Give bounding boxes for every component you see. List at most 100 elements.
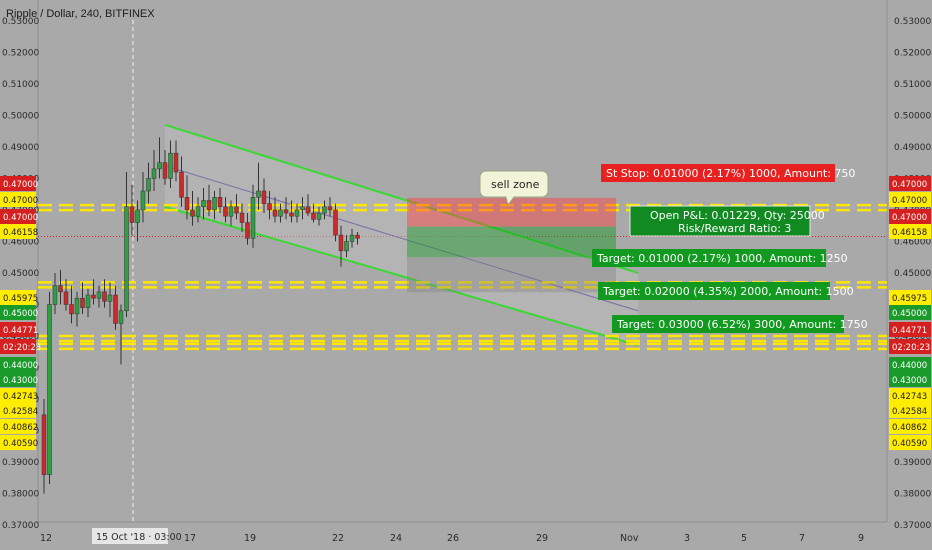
candle-body	[157, 162, 162, 170]
candle-body	[85, 294, 91, 308]
price-tick-right: 0.43000	[894, 332, 931, 342]
price-tick-left: 0.46000	[2, 237, 39, 247]
price-badge-label: 0.45000	[892, 309, 927, 319]
price-badge-label: 0.42584	[3, 407, 38, 417]
price-badge-box	[889, 305, 931, 320]
candle-body	[113, 294, 118, 324]
price-badge-box	[0, 305, 36, 320]
target-order-box	[592, 249, 826, 267]
candle-body	[250, 197, 256, 239]
time-tick: 12	[40, 533, 52, 544]
candle-body	[190, 209, 195, 217]
price-badge-box	[889, 357, 931, 372]
price-badge-label: 0.47000	[892, 213, 927, 223]
candle-body	[124, 206, 129, 312]
price-badge-label: 02:20:23	[892, 343, 930, 353]
candle-body	[327, 206, 333, 211]
price-badge-box	[0, 290, 36, 305]
candle-body	[107, 294, 113, 302]
price-badge-label: 0.42584	[892, 407, 927, 417]
price-badge-box	[889, 435, 931, 450]
price-badge-label: 0.45975	[3, 294, 38, 304]
annotation-text: sell zone	[491, 178, 540, 191]
price-badge-box	[889, 224, 931, 239]
target-order-box	[598, 282, 830, 300]
price-tick-right: 0.50000	[894, 111, 931, 121]
price-badge-box	[889, 388, 931, 403]
target-order-label: Target: 0.01000 (2.17%) 1000, Amount: 12…	[596, 252, 848, 265]
candle-body	[223, 206, 228, 217]
price-badge-label: 0.42743	[3, 392, 38, 402]
price-badge-box	[889, 209, 931, 224]
target-order-box	[612, 315, 844, 333]
price-tick-right: 0.45000	[894, 269, 931, 279]
price-tick-right: 0.49000	[894, 143, 931, 153]
target-order-label: Target: 0.02000 (4.35%) 2000, Amount: 15…	[602, 285, 854, 298]
price-badge-box	[0, 176, 36, 191]
risk-reward-label: Risk/Reward Ratio: 3	[678, 222, 791, 235]
price-badge-label: 0.40862	[3, 423, 38, 433]
price-tick-right: 0.53000	[894, 17, 931, 27]
candle-body	[289, 212, 294, 217]
price-tick-left: 0.51000	[2, 80, 39, 90]
price-badge-box	[889, 419, 931, 434]
candle-body	[135, 209, 140, 223]
channel-upper-line	[164, 123, 639, 274]
candle-body	[195, 206, 201, 217]
candle-body	[316, 212, 322, 220]
price-badge-box	[889, 322, 931, 337]
candle-body	[355, 234, 360, 239]
candle-body	[322, 206, 327, 214]
candle-body	[256, 190, 261, 198]
price-badge-label: 0.40590	[3, 439, 38, 449]
price-badge-label: 0.47000	[3, 196, 38, 206]
price-tick-right: 0.46000	[894, 237, 931, 247]
price-badge-label: 0.44000	[3, 361, 38, 371]
candle-body	[118, 310, 124, 324]
sell-zone-annotation: sell zone	[479, 170, 549, 207]
price-tick-left: 0.50000	[2, 111, 39, 121]
open-pnl-label: Open P&L: 0.01229, Qty: 25000	[650, 209, 825, 222]
channel	[164, 123, 639, 347]
candle-body	[305, 206, 311, 214]
candle-body	[74, 297, 80, 315]
candle-body	[239, 212, 245, 223]
stop-order-label: St Stop: 0.01000 (2.17%) 1000, Amount: 7…	[606, 167, 855, 180]
price-badge-label: 0.40590	[892, 439, 927, 449]
candle-body	[311, 212, 316, 220]
candle-body	[168, 152, 173, 179]
target-zone	[407, 226, 616, 258]
position-tool: Open P&L: 0.01229, Qty: 25000Risk/Reward…	[407, 164, 868, 333]
candle-body	[344, 241, 349, 252]
price-tick-left: 0.43000	[2, 332, 39, 342]
price-badge-label: 0.40862	[892, 423, 927, 433]
channel-mid-line	[164, 165, 639, 312]
price-badge-label: 0.43000	[3, 376, 38, 386]
price-badge-box	[0, 322, 36, 337]
price-badge-label: 0.47000	[892, 196, 927, 206]
price-badge-box	[889, 290, 931, 305]
time-tick: 9	[858, 533, 864, 544]
target-extension	[407, 257, 616, 293]
candle-body	[129, 206, 135, 223]
target-order-label: Target: 0.03000 (6.52%) 3000, Amount: 17…	[616, 318, 868, 331]
price-badge-box	[0, 224, 36, 239]
candle-body	[206, 200, 212, 211]
price-badge-box	[0, 403, 36, 418]
price-badge-label: 0.46158	[3, 228, 38, 238]
candle-body	[338, 234, 344, 252]
price-badge-label: 0.47000	[3, 180, 38, 190]
price-badge-box	[889, 403, 931, 418]
price-badge-label: 0.46158	[892, 228, 927, 238]
price-badge-box	[889, 192, 931, 207]
price-badge-label: 0.45975	[892, 294, 927, 304]
candle-body	[102, 291, 107, 302]
price-tick-right: 0.38000	[894, 490, 931, 500]
candle-body	[173, 152, 179, 173]
candle-body	[63, 291, 69, 305]
price-badge-label: 0.43000	[892, 376, 927, 386]
crosshair-date-label: 15 Oct '18 · 03:00	[96, 532, 182, 543]
candle-body	[300, 206, 305, 211]
price-badge-label: 0.45000	[3, 309, 38, 319]
